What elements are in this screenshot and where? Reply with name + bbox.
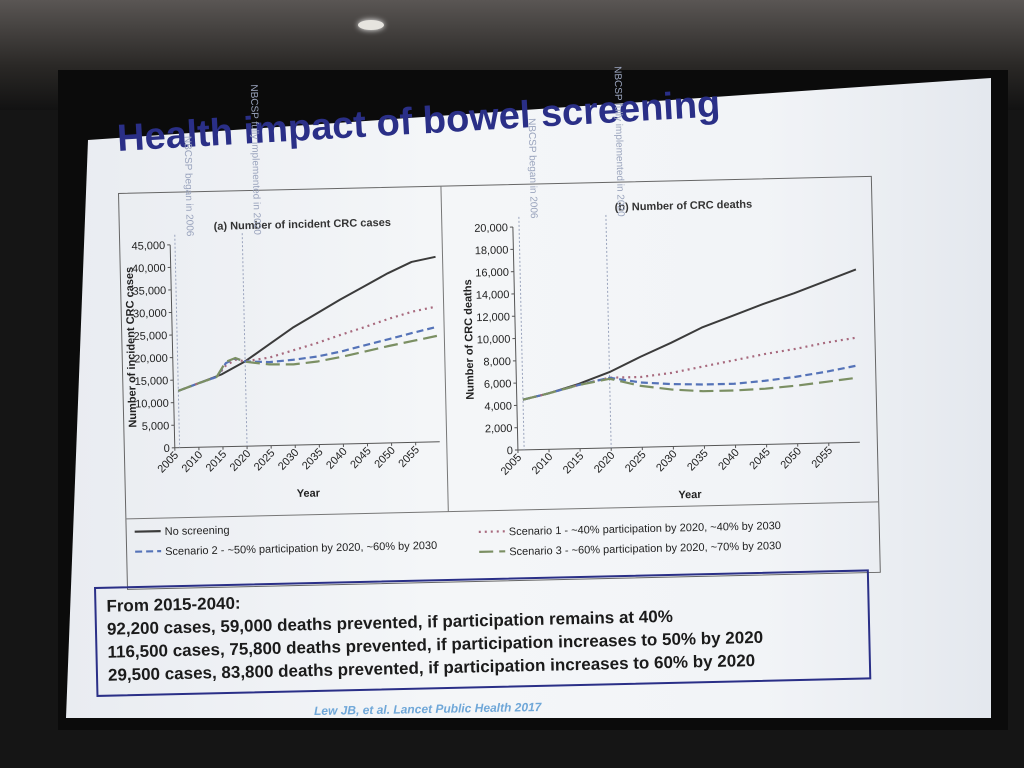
legend-label-scenario1: Scenario 1 - ~40% participation by 2020,…	[509, 520, 781, 538]
deaths-y-axis-label: Number of CRC deaths	[462, 279, 477, 400]
deaths-x-tick-label: 2040	[716, 447, 742, 473]
deaths-series-scenario2	[522, 364, 859, 401]
cases-y-tick-label: 20,000	[134, 353, 168, 366]
cases-annotation-line-2	[241, 233, 248, 447]
legend-swatch-scenario1	[478, 530, 505, 534]
cases-y-tick-label: 45,000	[131, 240, 165, 253]
charts-panel: (a) Number of incident CRC cases 0 5,000 10…	[118, 66, 881, 590]
cases-x-axis	[174, 441, 440, 449]
deaths-series-scenario3	[522, 376, 859, 401]
cases-x-tick-label: 2035	[300, 446, 326, 472]
cases-x-axis-label: Year	[297, 487, 321, 500]
cases-y-tick-label: 15,000	[134, 375, 168, 388]
cases-annotation-1: NBCSP began in 2006	[182, 136, 195, 237]
deaths-x-tick-label: 2055	[810, 445, 836, 471]
deaths-annotation-line-2	[605, 214, 612, 448]
cases-y-tick-label: 5,000	[142, 420, 170, 433]
cases-x-tick-label: 2030	[276, 447, 302, 473]
deaths-x-tick-label: 2030	[654, 448, 680, 474]
legend-label-scenario2: Scenario 2 - ~50% participation by 2020,…	[165, 540, 437, 558]
cases-x-tick-label: 2015	[204, 448, 230, 474]
cases-x-tick-label: 2005	[156, 449, 182, 475]
cases-series-no-screening	[177, 255, 436, 392]
cases-x-tick-label: 2010	[180, 449, 206, 475]
legend-swatch-no-screening	[134, 530, 161, 533]
deaths-x-tick-label: 2010	[530, 451, 556, 477]
deaths-y-tick-label: 12,000	[476, 311, 510, 324]
deaths-y-tick-label: 18,000	[475, 244, 509, 257]
deaths-y-tick-label: 2,000	[485, 423, 513, 436]
cases-series-scenario3	[177, 334, 438, 392]
cases-x-tick-label: 2055	[396, 444, 422, 470]
ceiling-light	[358, 20, 384, 30]
cases-annotation-2: NBCSP fully implemented in 2020	[248, 84, 262, 235]
legend-label-scenario3: Scenario 3 - ~60% participation by 2020,…	[509, 540, 781, 558]
deaths-y-tick-label: 10,000	[477, 334, 511, 347]
legend-label-no-screening: No screening	[165, 525, 230, 538]
cases-x-tick-label: 2020	[228, 448, 254, 474]
cases-y-tick-label: 25,000	[133, 330, 167, 343]
charts-svg: (a) Number of incident CRC cases 0 5,000 10…	[124, 66, 879, 558]
deaths-x-tick-label: 2005	[499, 452, 525, 478]
deaths-x-tick-label: 2025	[623, 449, 649, 475]
cases-x-tick-label: 2025	[252, 447, 278, 473]
deaths-y-tick-label: 14,000	[476, 289, 510, 302]
cases-annotation-line-1	[174, 234, 181, 448]
deaths-y-tick-label: 4,000	[484, 401, 512, 414]
cases-x-tick-label: 2050	[372, 445, 398, 471]
cases-y-tick-label: 30,000	[133, 308, 167, 321]
deaths-x-tick-label: 2020	[592, 450, 618, 476]
deaths-x-tick-label: 2050	[778, 445, 804, 471]
cases-chart-title: (a) Number of incident CRC cases	[214, 217, 391, 233]
legend-swatch-scenario2	[135, 550, 162, 553]
deaths-annotation-1: NBCSP began in 2006	[526, 118, 539, 219]
cases-y-tick-label: 40,000	[132, 262, 166, 275]
deaths-chart-title: (b) Number of CRC deaths	[615, 199, 753, 214]
deaths-x-tick-label: 2035	[685, 447, 711, 473]
cases-y-tick-label: 0	[164, 443, 170, 455]
cases-x-tick-label: 2040	[324, 446, 350, 472]
deaths-series-no-screening	[522, 268, 857, 401]
deaths-x-tick-label: 2045	[747, 446, 773, 472]
deaths-y-tick-label: 20,000	[474, 222, 508, 235]
deaths-y-tick-label: 16,000	[475, 267, 509, 280]
legend-swatch-scenario3	[479, 550, 506, 553]
deaths-x-tick-label: 2015	[561, 450, 587, 476]
deaths-annotation-2: NBCSP fully implemented in 2020	[612, 66, 626, 217]
cases-y-tick-label: 35,000	[132, 285, 166, 298]
deaths-y-tick-label: 0	[507, 445, 513, 457]
deaths-y-tick-label: 6,000	[484, 378, 512, 391]
legend-top-border	[126, 501, 879, 520]
deaths-x-axis-label: Year	[678, 489, 702, 502]
deaths-x-axis	[517, 441, 860, 451]
cases-y-axis	[169, 244, 176, 448]
cases-y-tick-label: 10,000	[135, 398, 169, 411]
cases-series-scenario2	[177, 325, 438, 392]
deaths-series-scenario1	[522, 336, 858, 401]
panel-divider	[440, 186, 449, 512]
deaths-annotation-line-1	[518, 216, 525, 450]
cases-y-axis-label: Number of incident CRC cases	[124, 267, 140, 428]
cases-x-tick-label: 2045	[348, 445, 374, 471]
summary-box: From 2015-2040: 92,200 cases, 59,000 dea…	[94, 569, 872, 697]
deaths-y-tick-label: 8,000	[483, 356, 511, 369]
deaths-y-axis	[512, 227, 519, 451]
